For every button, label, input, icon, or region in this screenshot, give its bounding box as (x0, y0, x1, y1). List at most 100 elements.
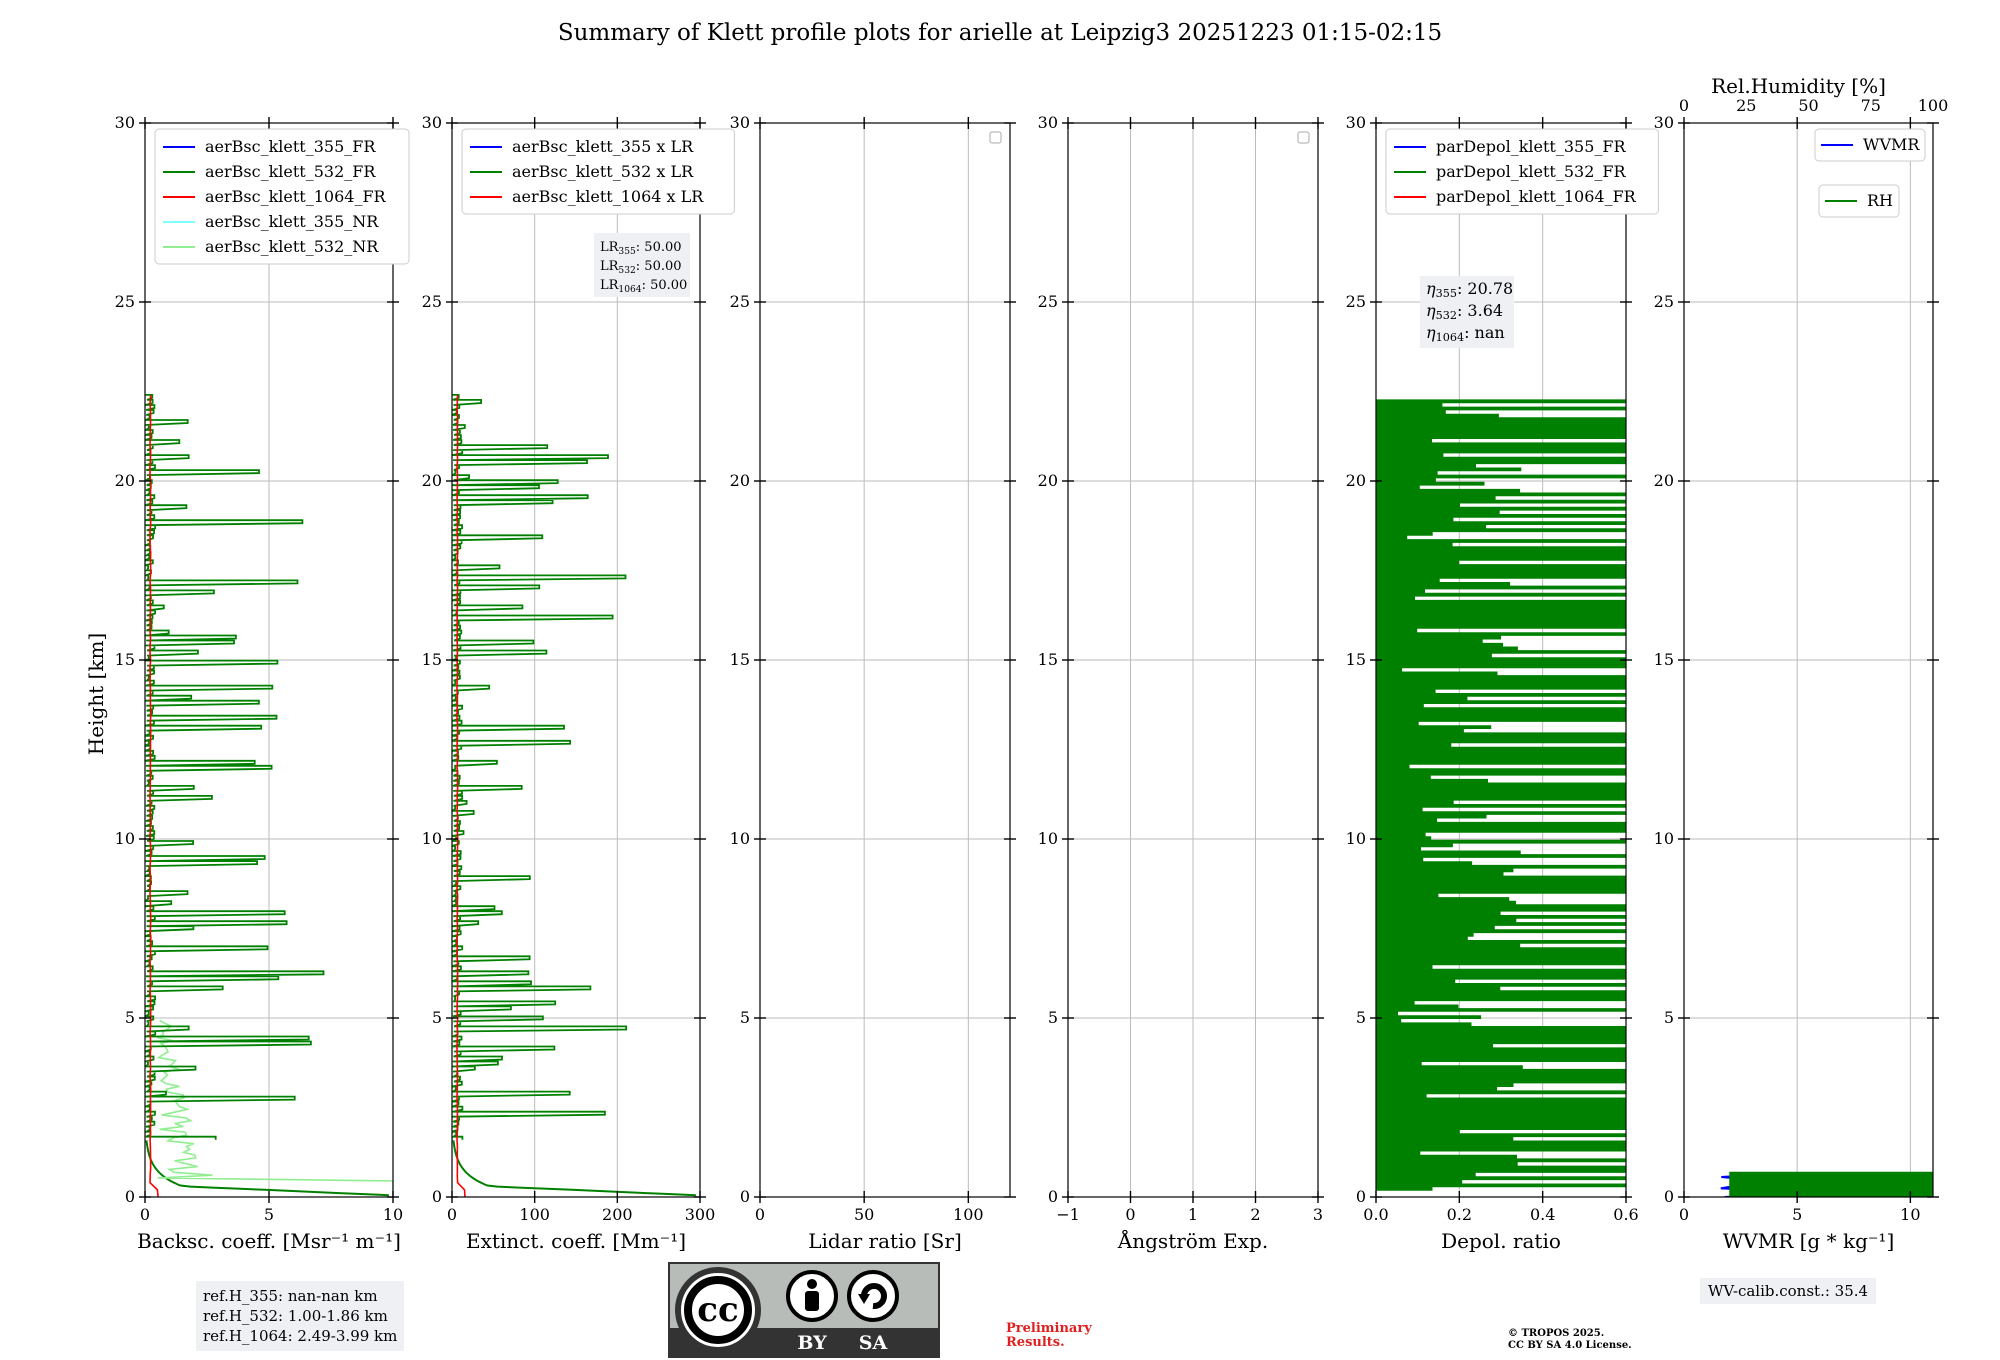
bsc-profile-532-fr (145, 394, 325, 1140)
dep-x-tick-label: 0.4 (1530, 1205, 1555, 1224)
bsc-x-tick-label: 0 (140, 1205, 150, 1224)
bsc-legend-label: aerBsc_klett_1064_FR (205, 187, 387, 206)
wv-rh-profile (1729, 1171, 1933, 1197)
ext-x-tick-label: 300 (685, 1205, 716, 1224)
dep-y-tick-label: 30 (1346, 113, 1366, 132)
wv-y-tick-label: 30 (1654, 113, 1674, 132)
y-axis-label: Height [km] (84, 633, 108, 755)
lr-empty-legend-box (989, 131, 1002, 144)
ext-y-tick-label: 25 (422, 292, 442, 311)
ang-y-tick-label: 5 (1048, 1008, 1058, 1027)
cc-license-badge: cc BY SA (668, 1262, 940, 1358)
ext-y-tick-label: 0 (432, 1187, 442, 1206)
lr-y-tick-label: 5 (740, 1008, 750, 1027)
ext-annotation-box (594, 233, 690, 297)
svg-text:SA: SA (859, 1332, 888, 1354)
ext-profile-1064-fr (456, 395, 466, 1197)
dep-legend-box (1385, 128, 1659, 215)
ext-x-tick-label: 100 (519, 1205, 550, 1224)
wv-top-x-tick-label: 50 (1798, 96, 1818, 115)
bsc-legend-label: aerBsc_klett_355_FR (205, 137, 376, 156)
bsc-x-axis-label: Backsc. coeff. [Msr⁻¹ m⁻¹] (137, 1229, 401, 1253)
wv-top-x-tick-label: 100 (1918, 96, 1949, 115)
wv-top-x-axis-label: Rel.Humidity [%] (1711, 74, 1886, 98)
dep-x-tick-label: 0.6 (1613, 1205, 1638, 1224)
wv-legend-box (1814, 128, 1926, 162)
ext-x-axis-label: Extinct. coeff. [Mm⁻¹] (466, 1229, 686, 1253)
bsc-x-tick-label: 10 (383, 1205, 403, 1224)
wv-legend-box (1818, 184, 1900, 218)
ang-x-tick-label: 0 (1125, 1205, 1135, 1224)
reference-height-box: ref.H_355: nan-nan km ref.H_532: 1.00-1.… (196, 1281, 405, 1351)
wv-x-tick-label: 10 (1900, 1205, 1920, 1224)
preliminary-results-note: Preliminary Results. (1006, 1321, 1092, 1350)
copyright-note: © TROPOS 2025. CC BY SA 4.0 License. (1508, 1328, 1632, 1351)
bsc-y-tick-label: 30 (115, 113, 135, 132)
dep-y-tick-label: 0 (1356, 1187, 1366, 1206)
wv-y-tick-label: 15 (1654, 650, 1674, 669)
lr-y-tick-label: 20 (730, 471, 750, 490)
lr-y-tick-label: 0 (740, 1187, 750, 1206)
ang-y-tick-label: 0 (1048, 1187, 1058, 1206)
ext-annotation-line: LR1064: 50.00 (600, 278, 687, 295)
dep-profile-532-fr (1376, 399, 1626, 1191)
bsc-y-tick-label: 20 (115, 471, 135, 490)
ang-x-tick-label: 3 (1313, 1205, 1323, 1224)
svg-text:cc: cc (697, 1290, 738, 1330)
lr-y-tick-label: 25 (730, 292, 750, 311)
bsc-y-tick-label: 25 (115, 292, 135, 311)
dep-y-tick-label: 10 (1346, 829, 1366, 848)
dep-legend-label: parDepol_klett_532_FR (1436, 162, 1627, 181)
bsc-x-tick-label: 5 (264, 1205, 274, 1224)
wv-x-axis-label: WVMR [g * kg⁻¹] (1723, 1229, 1895, 1253)
ext-y-tick-label: 15 (422, 650, 442, 669)
ext-x-tick-label: 200 (602, 1205, 633, 1224)
wv-x-tick-label: 0 (1679, 1205, 1689, 1224)
ref-height-532: ref.H_532: 1.00-1.86 km (203, 1307, 388, 1325)
ext-legend-box (461, 128, 735, 215)
ang-y-tick-label: 15 (1038, 650, 1058, 669)
ext-y-tick-label: 10 (422, 829, 442, 848)
ang-y-tick-label: 20 (1038, 471, 1058, 490)
wv-top-x-tick-label: 0 (1679, 96, 1689, 115)
wv-plot-area (1720, 1171, 1933, 1197)
ext-y-tick-label: 20 (422, 471, 442, 490)
lr-x-axis-label: Lidar ratio [Sr] (808, 1229, 962, 1253)
dep-x-tick-label: 0.2 (1447, 1205, 1472, 1224)
dep-y-tick-label: 5 (1356, 1008, 1366, 1027)
bsc-legend-label: aerBsc_klett_532_NR (205, 237, 379, 256)
wv-calibration-constant: WV-calib.const.: 35.4 (1708, 1282, 1869, 1300)
ref-height-1064: ref.H_1064: 2.49-3.99 km (203, 1327, 398, 1345)
ext-legend-label: aerBsc_klett_532 x LR (512, 162, 694, 181)
dep-annotation-box (1420, 276, 1514, 348)
lr-y-tick-label: 30 (730, 113, 750, 132)
dep-annotation-line: η532: 3.64 (1426, 301, 1503, 322)
svg-text:BY: BY (797, 1332, 827, 1354)
legend-layer: aerBsc_klett_355_FRaerBsc_klett_532_FRae… (154, 128, 1926, 348)
ext-x-tick-label: 0 (447, 1205, 457, 1224)
dep-legend-label: parDepol_klett_355_FR (1436, 137, 1627, 156)
dep-annotation-line: η1064: nan (1426, 323, 1505, 344)
dep-x-tick-label: 0.0 (1363, 1205, 1388, 1224)
sa-share-alike-icon (847, 1270, 899, 1322)
wv-y-tick-label: 10 (1654, 829, 1674, 848)
wv-legend-label: RH (1867, 191, 1893, 210)
bsc-plot-area (145, 394, 393, 1197)
lr-x-tick-label: 0 (755, 1205, 765, 1224)
ang-x-axis-label: Ångström Exp. (1117, 1228, 1268, 1253)
wv-x-tick-label: 5 (1792, 1205, 1802, 1224)
bsc-profile-532-fr-lower (145, 1140, 389, 1197)
bsc-y-tick-label: 10 (115, 829, 135, 848)
wv-top-x-tick-label: 75 (1861, 96, 1881, 115)
ang-x-tick-label: 1 (1188, 1205, 1198, 1224)
dep-annotation-line: η355: 20.78 (1426, 279, 1513, 300)
bsc-y-tick-label: 0 (125, 1187, 135, 1206)
ang-empty-legend-box (1297, 131, 1310, 144)
ang-y-tick-label: 10 (1038, 829, 1058, 848)
bsc-legend-label: aerBsc_klett_532_FR (205, 162, 376, 181)
bsc-profile-532-nr (156, 1019, 393, 1196)
ext-profile-532-fr-lower (452, 1140, 696, 1197)
ext-annotation-line: LR355: 50.00 (600, 240, 682, 257)
